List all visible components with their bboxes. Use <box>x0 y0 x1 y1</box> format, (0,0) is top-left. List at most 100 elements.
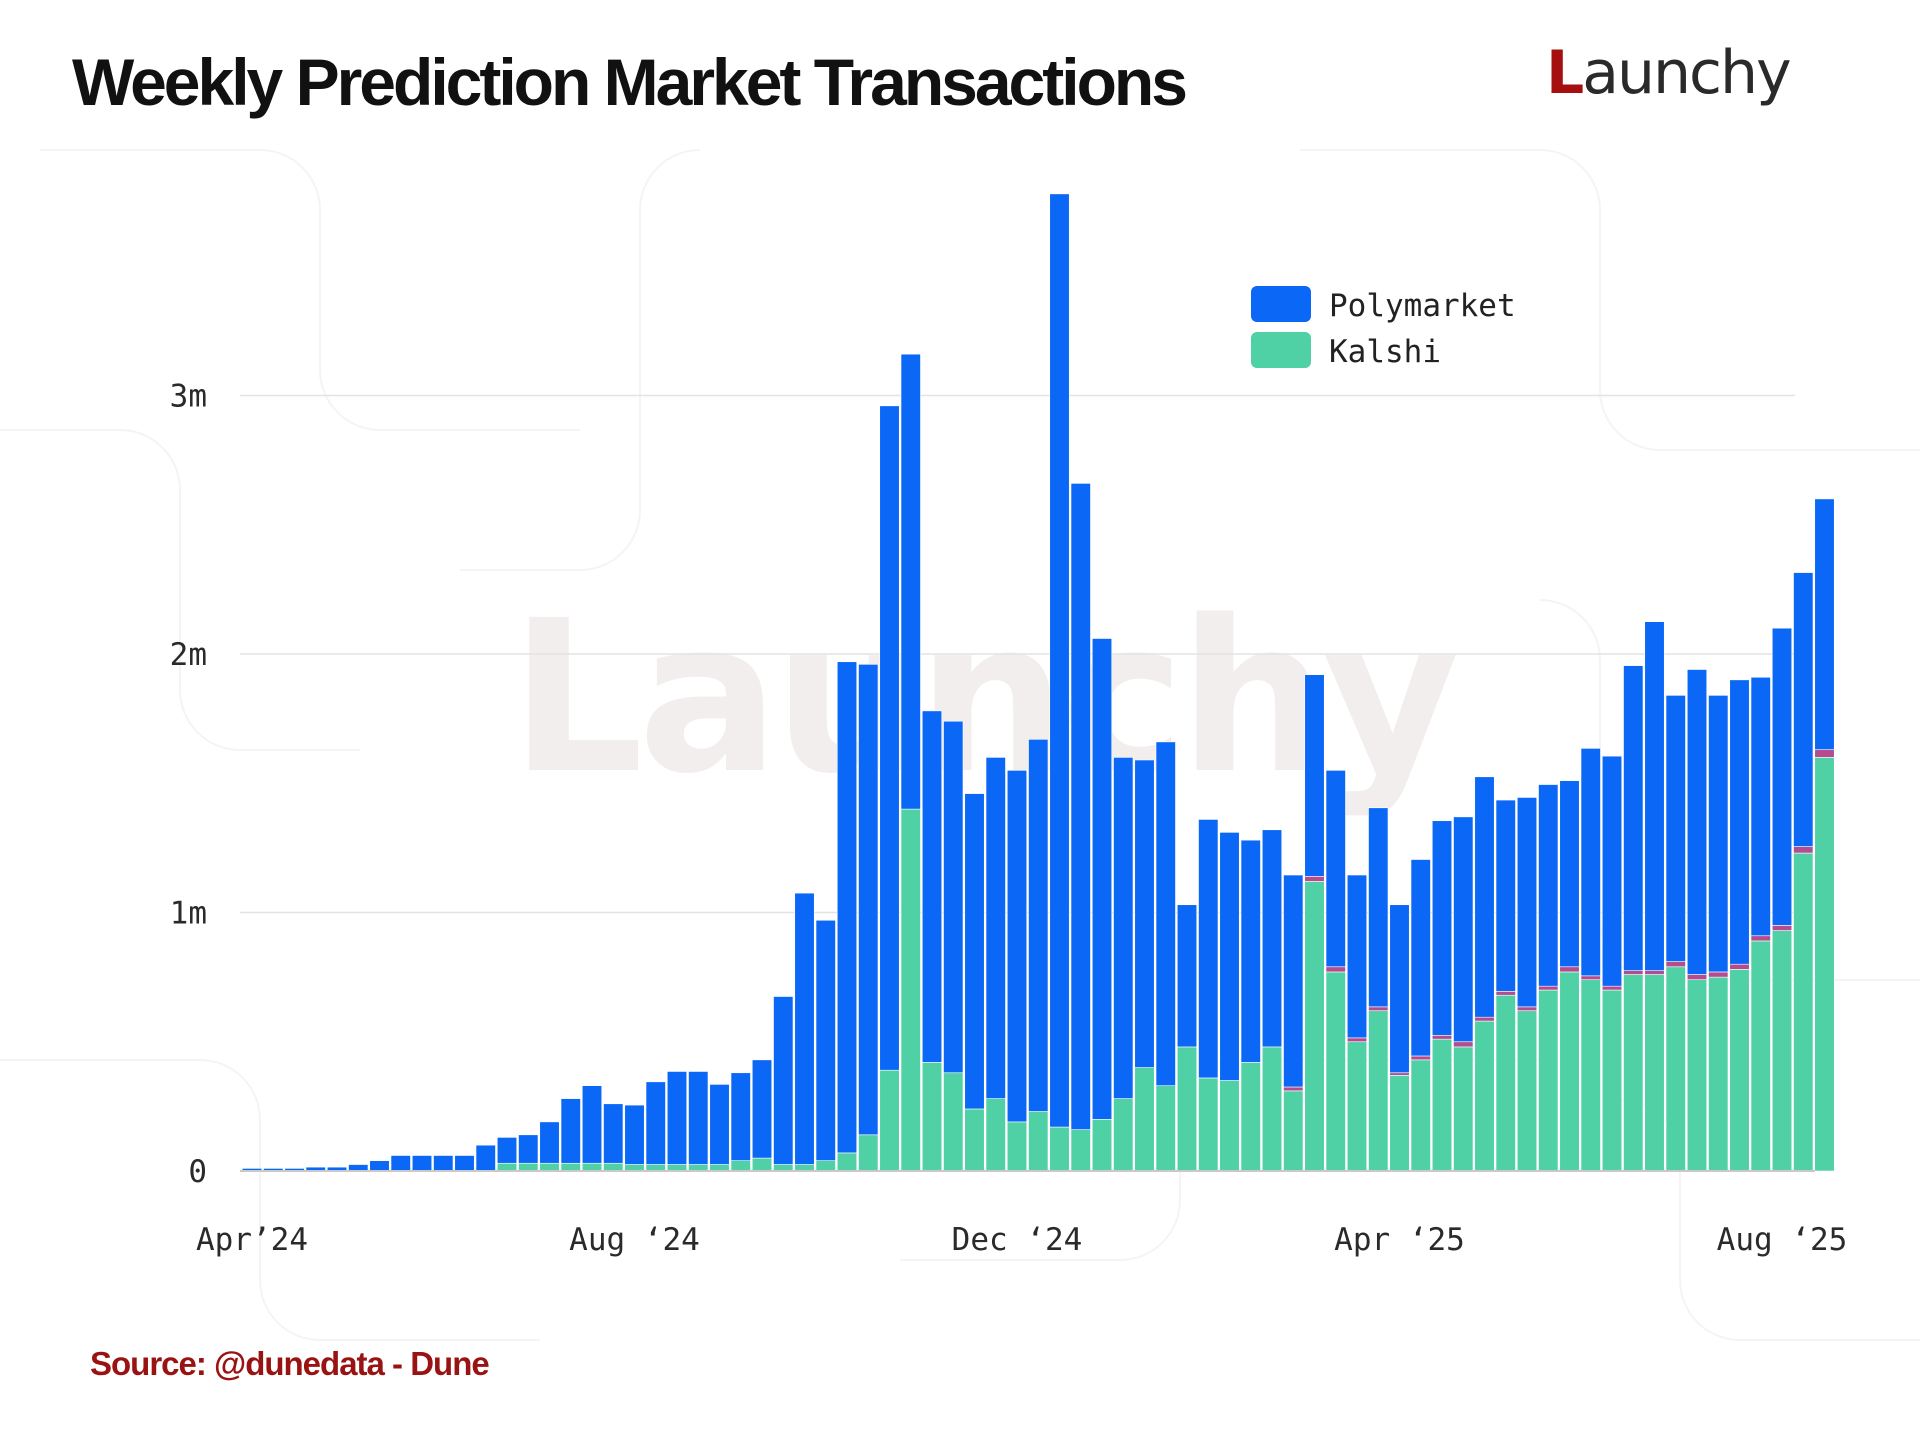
bar-polymarket <box>1325 770 1346 968</box>
bar-other <box>1750 935 1771 942</box>
bar-kalshi <box>1410 1059 1431 1172</box>
bar-kalshi <box>1028 1111 1049 1172</box>
bar-kalshi <box>1495 994 1516 1172</box>
legend-swatch-kalshi <box>1251 332 1311 368</box>
bar-polymarket <box>709 1084 730 1165</box>
logo-initial: L <box>1546 38 1584 108</box>
bar-kalshi <box>1049 1126 1070 1172</box>
y-tick-label: 3m <box>170 379 207 415</box>
bar-polymarket <box>943 720 964 1074</box>
bar-polymarket <box>1346 874 1368 1039</box>
x-tick-label: Apr’24 <box>196 1222 308 1258</box>
bar-other <box>1771 925 1793 931</box>
bar-polymarket <box>433 1155 454 1172</box>
bar-kalshi <box>879 1069 900 1172</box>
bar-other <box>1474 1016 1495 1022</box>
bar-kalshi <box>1091 1119 1113 1172</box>
bar-polymarket <box>836 661 858 1154</box>
bar-polymarket <box>369 1160 390 1172</box>
bar-other <box>1495 991 1516 996</box>
bar-polymarket <box>1474 776 1495 1018</box>
bar-polymarket <box>688 1071 709 1165</box>
bar-polymarket <box>1601 755 1623 987</box>
bar-kalshi <box>1474 1020 1495 1172</box>
bar-other <box>1665 961 1686 968</box>
bar-kalshi <box>1793 852 1814 1172</box>
bar-kalshi <box>1325 971 1346 1172</box>
bar-polymarket <box>964 793 985 1110</box>
bar-other <box>1559 966 1580 973</box>
bar-polymarket <box>794 892 815 1165</box>
bar-polymarket <box>1729 679 1750 965</box>
legend-label-polymarket: Polymarket <box>1329 288 1516 324</box>
bar-other <box>1431 1034 1453 1040</box>
bar-polymarket <box>1750 676 1771 937</box>
bar-kalshi <box>1198 1077 1219 1172</box>
bar-polymarket <box>645 1081 666 1165</box>
bar-polymarket <box>603 1103 624 1164</box>
bar-kalshi <box>1134 1067 1155 1172</box>
bar-polymarket <box>1261 829 1283 1048</box>
y-tick-label: 1m <box>170 896 207 932</box>
bar-other <box>1516 1006 1538 1012</box>
bar-polymarket <box>773 996 794 1165</box>
bar-other <box>1814 749 1835 758</box>
bar-other <box>1283 1086 1304 1092</box>
bar-kalshi <box>985 1098 1006 1172</box>
bar-other <box>1623 970 1644 975</box>
bar-polymarket <box>1219 832 1240 1081</box>
bar-kalshi <box>1644 974 1665 1172</box>
bar-polymarket <box>518 1134 539 1164</box>
chart-title: Weekly Prediction Market Transactions <box>72 45 1188 119</box>
bar-kalshi <box>1219 1080 1240 1172</box>
bar-polymarket <box>985 757 1006 1099</box>
bar-polymarket <box>1389 904 1410 1074</box>
bar-kalshi <box>921 1062 943 1172</box>
bar-kalshi <box>1113 1098 1134 1172</box>
bar-polymarket <box>1368 807 1389 1008</box>
bar-kalshi <box>1771 930 1793 1172</box>
bar-other <box>1325 966 1346 973</box>
bar-kalshi <box>1750 940 1771 1172</box>
bar-kalshi <box>1708 976 1729 1172</box>
bar-other <box>1644 970 1665 975</box>
bar-kalshi <box>858 1134 879 1172</box>
bar-kalshi <box>1006 1121 1028 1172</box>
bar-kalshi <box>815 1160 836 1172</box>
bar-polymarket <box>921 710 943 1063</box>
logo-rest: aunchy <box>1582 38 1791 108</box>
bar-kalshi <box>1155 1085 1176 1172</box>
legend-label-kalshi: Kalshi <box>1329 334 1441 370</box>
bar-kalshi <box>1601 989 1623 1172</box>
bar-kalshi <box>1070 1129 1091 1172</box>
bar-polymarket <box>1580 748 1601 977</box>
bar-polymarket <box>1006 770 1028 1123</box>
bar-polymarket <box>1814 498 1835 750</box>
bar-polymarket <box>1410 859 1431 1057</box>
bar-polymarket <box>496 1137 518 1164</box>
bar-kalshi <box>560 1162 581 1172</box>
bar-other <box>1708 971 1729 978</box>
bar-polymarket <box>390 1155 411 1172</box>
bar-kalshi <box>943 1072 964 1172</box>
bar-kalshi <box>730 1160 751 1172</box>
bar-other <box>1538 985 1559 991</box>
legend-swatch-polymarket <box>1251 286 1311 322</box>
bar-kalshi <box>518 1162 539 1172</box>
bar-kalshi <box>581 1162 603 1172</box>
bar-polymarket <box>1155 741 1176 1087</box>
x-tick-label: Aug ‘25 <box>1717 1222 1848 1258</box>
bar-kalshi <box>1623 974 1644 1172</box>
bar-other <box>1389 1072 1410 1076</box>
bar-polymarket <box>539 1121 560 1164</box>
bar-other <box>1601 985 1623 991</box>
bar-kalshi <box>836 1152 858 1172</box>
bar-kalshi <box>1240 1062 1261 1172</box>
bar-polymarket <box>581 1085 603 1164</box>
bar-polymarket <box>1070 483 1091 1130</box>
bar-kalshi <box>1814 757 1835 1172</box>
bar-polymarket <box>1240 839 1261 1063</box>
bar-polymarket <box>1708 695 1729 973</box>
bar-polymarket <box>1134 759 1155 1068</box>
